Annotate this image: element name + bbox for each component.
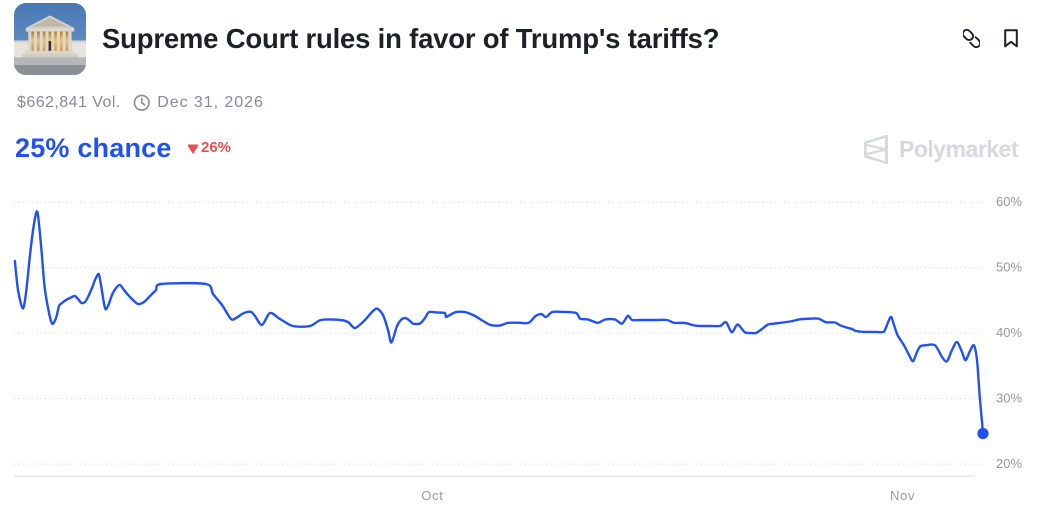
svg-text:20%: 20% [996, 456, 1022, 471]
svg-text:Nov: Nov [890, 488, 915, 503]
svg-text:40%: 40% [996, 325, 1022, 340]
svg-text:50%: 50% [996, 260, 1022, 275]
svg-text:30%: 30% [996, 391, 1022, 406]
svg-text:Oct: Oct [421, 488, 443, 503]
svg-text:60%: 60% [996, 194, 1022, 209]
